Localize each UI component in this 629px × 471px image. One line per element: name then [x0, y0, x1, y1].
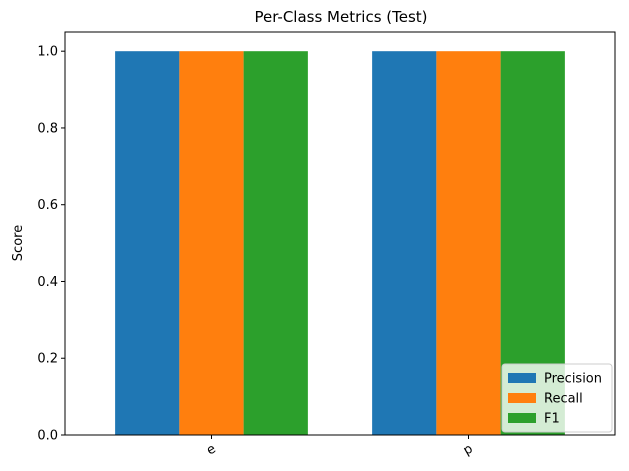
legend-swatch-precision: [508, 373, 536, 383]
y-axis: 0.0 0.2 0.4 0.6 0.8 1.0: [37, 45, 65, 444]
y-tick-label: 0.8: [37, 121, 58, 136]
bar-f1-e: [243, 51, 308, 435]
y-tick-label: 0.4: [37, 275, 58, 290]
bar-recall-e: [179, 51, 244, 435]
x-tick-label: p: [461, 441, 476, 458]
legend-label-f1: F1: [544, 412, 560, 427]
bars-group: [115, 51, 565, 435]
bar-precision-e: [115, 51, 180, 435]
legend-label-precision: Precision: [544, 372, 602, 387]
legend: Precision Recall F1: [501, 363, 613, 433]
y-tick-label: 0.0: [37, 429, 58, 444]
y-tick-label: 0.2: [37, 352, 58, 367]
legend-swatch-f1: [508, 413, 536, 423]
bar-precision-p: [372, 51, 437, 435]
bar-recall-p: [436, 51, 501, 435]
x-tick-label: e: [204, 441, 218, 458]
y-tick-label: 0.6: [37, 198, 58, 213]
legend-label-recall: Recall: [544, 392, 583, 407]
legend-swatch-recall: [508, 393, 536, 403]
y-axis-label: Score: [11, 225, 26, 261]
chart-title: Per-Class Metrics (Test): [254, 8, 427, 26]
y-tick-label: 1.0: [37, 45, 58, 60]
plot-frame: [64, 31, 616, 436]
